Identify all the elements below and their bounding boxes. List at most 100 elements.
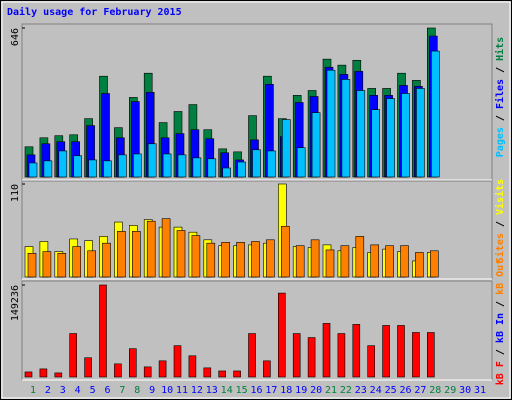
bar	[251, 241, 260, 278]
bar	[129, 348, 137, 378]
bar	[266, 239, 275, 278]
bar	[24, 371, 33, 378]
bar	[57, 253, 67, 278]
legend-entry: kB In	[495, 313, 506, 343]
bar	[207, 158, 217, 178]
bar	[192, 157, 202, 178]
x-tick-label: 28	[429, 385, 441, 396]
x-tick-label: 25	[385, 385, 397, 396]
x-tick-label: 8	[134, 385, 140, 396]
bar	[158, 360, 167, 378]
bar	[99, 284, 107, 378]
bar	[203, 367, 212, 378]
bar	[43, 160, 53, 178]
bar	[263, 360, 271, 378]
legend-entry: kB F	[495, 361, 506, 385]
bar	[188, 355, 197, 378]
y-tick-label: 149236	[10, 285, 21, 321]
bar	[218, 370, 226, 378]
bar	[143, 366, 152, 378]
bar	[296, 147, 306, 178]
bar	[42, 251, 52, 278]
x-tick-label: 4	[75, 385, 81, 396]
bar	[371, 109, 381, 178]
bar	[58, 150, 68, 178]
legend: Sites / Visits	[494, 179, 506, 263]
y-tick-label: 646	[10, 28, 21, 46]
bar	[252, 149, 261, 178]
bar	[341, 79, 351, 178]
bar	[412, 332, 420, 378]
bar	[69, 333, 77, 378]
bar	[397, 325, 405, 378]
x-tick-label: 31	[474, 385, 486, 396]
legend-entry: kB Out	[495, 259, 506, 295]
bar	[292, 333, 301, 378]
bar	[117, 231, 126, 278]
x-tick-label: 24	[370, 385, 382, 396]
x-tick-label: 26	[399, 385, 411, 396]
legend-entry: Visits	[494, 179, 506, 215]
bar	[415, 252, 424, 278]
bar	[401, 93, 410, 178]
legend-separator: /	[495, 295, 506, 313]
bar	[176, 230, 186, 278]
bar	[429, 250, 439, 278]
bar	[221, 242, 230, 278]
bar	[173, 345, 182, 378]
bar	[222, 167, 231, 178]
bar	[237, 161, 246, 178]
bar	[307, 337, 316, 378]
bar	[27, 253, 37, 278]
bar	[337, 333, 346, 378]
x-tick-label: 11	[176, 385, 188, 396]
bar	[267, 150, 276, 178]
bar	[206, 242, 216, 278]
x-tick-label: 17	[265, 385, 277, 396]
legend-separator: /	[495, 109, 506, 127]
legend-separator: /	[495, 61, 506, 79]
bar	[295, 245, 305, 278]
bar	[322, 323, 331, 378]
bar	[87, 250, 96, 278]
bar	[118, 154, 127, 178]
x-tick-label: 19	[295, 385, 307, 396]
bar	[102, 242, 111, 278]
x-tick-label: 29	[444, 385, 456, 396]
bar	[355, 236, 365, 278]
x-tick-label: 3	[60, 385, 66, 396]
x-tick-label: 20	[310, 385, 322, 396]
x-tick-label: 10	[161, 385, 173, 396]
x-tick-label: 21	[325, 385, 337, 396]
bar	[280, 225, 290, 278]
bar	[310, 239, 320, 278]
bar	[39, 368, 48, 378]
x-tick-label: 7	[119, 385, 125, 396]
legend-separator: /	[495, 215, 506, 233]
bar	[400, 245, 409, 278]
legend-entry: Hits	[494, 37, 506, 61]
bar	[73, 155, 82, 178]
bar	[352, 324, 361, 378]
bar	[382, 325, 390, 378]
bar	[236, 242, 245, 278]
bar	[103, 160, 112, 178]
x-tick-label: 5	[90, 385, 96, 396]
bar	[54, 372, 63, 378]
bar	[416, 88, 425, 178]
bar	[386, 98, 395, 178]
bar	[132, 231, 141, 278]
bar	[162, 153, 172, 178]
legend-entry: Files	[494, 79, 506, 109]
legend-entry: Sites	[494, 233, 506, 263]
bar	[311, 112, 321, 178]
x-tick-label: 18	[280, 385, 292, 396]
bar	[114, 363, 122, 378]
x-tick-label: 12	[191, 385, 203, 396]
bar	[430, 50, 440, 178]
bar	[191, 235, 201, 278]
bar	[356, 90, 366, 178]
bar	[147, 143, 157, 178]
bar	[88, 159, 97, 178]
bar	[277, 292, 286, 378]
